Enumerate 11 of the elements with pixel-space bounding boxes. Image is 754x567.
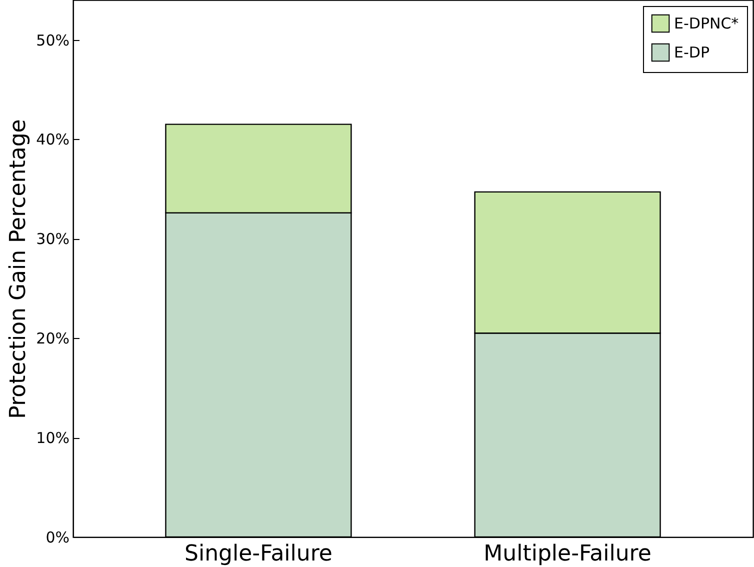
legend-label: E-DP <box>674 44 710 62</box>
legend-label: E-DPNC* <box>674 14 740 32</box>
x-tick-label: Single-Failure <box>184 542 332 566</box>
y-tick-label: 10% <box>36 429 70 448</box>
y-tick-label: 40% <box>36 130 70 149</box>
x-tick-label: Multiple-Failure <box>484 542 652 566</box>
y-tick-label: 30% <box>36 230 70 248</box>
y-axis-title: Protection Gain Percentage <box>6 119 32 419</box>
y-tick-label: 50% <box>36 31 70 50</box>
y-tick-label: 20% <box>36 330 70 348</box>
y-tick-label: 0% <box>46 528 70 546</box>
